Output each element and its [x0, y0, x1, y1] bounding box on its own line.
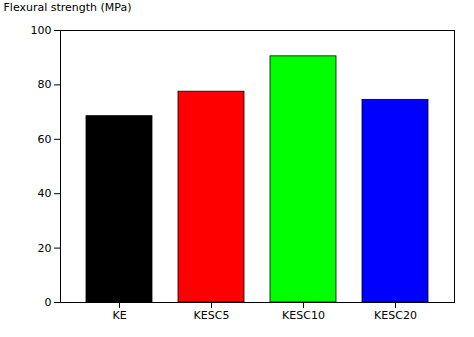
svg-text:80: 80 [38, 78, 52, 91]
svg-text:60: 60 [38, 133, 52, 146]
svg-text:40: 40 [38, 187, 52, 200]
svg-text:KESC20: KESC20 [374, 309, 417, 322]
svg-text:KE: KE [112, 309, 126, 322]
svg-text:20: 20 [38, 242, 52, 255]
svg-text:100: 100 [31, 24, 52, 37]
svg-text:KESC5: KESC5 [194, 309, 230, 322]
svg-text:KESC10: KESC10 [282, 309, 325, 322]
svg-text:Flexural strength (MPa): Flexural strength (MPa) [4, 1, 132, 14]
svg-text:0: 0 [45, 296, 52, 309]
